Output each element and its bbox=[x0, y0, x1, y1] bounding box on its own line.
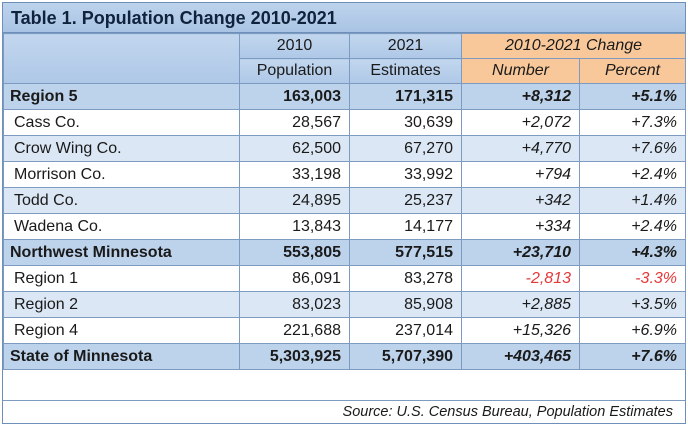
table-row: Northwest Minnesota 553,805 577,515 +23,… bbox=[3, 239, 687, 266]
row-name: Morrison Co. bbox=[3, 161, 240, 188]
table-row: Cass Co. 28,567 30,639 +2,072 +7.3% bbox=[3, 109, 687, 136]
row-est2021: 83,278 bbox=[349, 265, 462, 292]
row-pop2010: 33,198 bbox=[239, 161, 350, 188]
row-change-number: +403,465 bbox=[461, 343, 580, 370]
table-row: Crow Wing Co. 62,500 67,270 +4,770 +7.6% bbox=[3, 135, 687, 162]
header-row-2: Population Estimates Number Percent bbox=[4, 58, 687, 84]
row-change-number: +2,885 bbox=[461, 291, 580, 318]
row-name: Region 5 bbox=[3, 83, 240, 110]
row-name: Todd Co. bbox=[3, 187, 240, 214]
row-pop2010: 553,805 bbox=[239, 239, 350, 266]
row-pop2010: 24,895 bbox=[239, 187, 350, 214]
row-est2021: 5,707,390 bbox=[349, 343, 462, 370]
row-change-percent: +7.6% bbox=[578, 135, 687, 162]
row-est2021: 171,315 bbox=[349, 83, 462, 110]
row-pop2010: 28,567 bbox=[239, 109, 350, 136]
row-est2021: 85,908 bbox=[349, 291, 462, 318]
header-change-group: 2010-2021 Change bbox=[460, 33, 687, 59]
row-change-number: -2,813 bbox=[461, 265, 580, 292]
table-row: Region 2 83,023 85,908 +2,885 +3.5% bbox=[3, 291, 687, 318]
row-change-number: +15,326 bbox=[461, 317, 580, 344]
row-pop2010: 163,003 bbox=[239, 83, 350, 110]
source-note: Source: U.S. Census Bureau, Population E… bbox=[3, 400, 685, 423]
row-est2021: 237,014 bbox=[349, 317, 462, 344]
row-name: Region 4 bbox=[3, 317, 240, 344]
header-percent: Percent bbox=[578, 58, 687, 84]
row-change-percent: +5.1% bbox=[578, 83, 687, 110]
row-change-number: +342 bbox=[461, 187, 580, 214]
row-name: Region 2 bbox=[3, 291, 240, 318]
row-change-percent: -3.3% bbox=[578, 265, 687, 292]
row-name: Cass Co. bbox=[3, 109, 240, 136]
row-pop2010: 62,500 bbox=[239, 135, 350, 162]
row-name: Crow Wing Co. bbox=[3, 135, 240, 162]
table-row: Wadena Co. 13,843 14,177 +334 +2.4% bbox=[3, 213, 687, 240]
row-change-percent: +7.3% bbox=[578, 109, 687, 136]
row-est2021: 14,177 bbox=[349, 213, 462, 240]
row-pop2010: 5,303,925 bbox=[239, 343, 350, 370]
row-name: Region 1 bbox=[3, 265, 240, 292]
table-row: State of Minnesota 5,303,925 5,707,390 +… bbox=[3, 343, 687, 370]
row-change-percent: +1.4% bbox=[578, 187, 687, 214]
row-pop2010: 86,091 bbox=[239, 265, 350, 292]
table-row: Region 4 221,688 237,014 +15,326 +6.9% bbox=[3, 317, 687, 344]
header-blank-cell bbox=[3, 33, 240, 84]
row-change-number: +4,770 bbox=[461, 135, 580, 162]
row-change-percent: +3.5% bbox=[578, 291, 687, 318]
row-est2021: 25,237 bbox=[349, 187, 462, 214]
row-pop2010: 13,843 bbox=[239, 213, 350, 240]
table-title: Table 1. Population Change 2010-2021 bbox=[3, 3, 685, 33]
row-change-percent: +4.3% bbox=[578, 239, 687, 266]
row-name: Northwest Minnesota bbox=[3, 239, 240, 266]
header-row-1: 2010 2021 2010-2021 Change bbox=[3, 33, 687, 84]
row-pop2010: 221,688 bbox=[239, 317, 350, 344]
row-pop2010: 83,023 bbox=[239, 291, 350, 318]
row-change-number: +334 bbox=[461, 213, 580, 240]
row-change-number: +8,312 bbox=[461, 83, 580, 110]
row-est2021: 577,515 bbox=[349, 239, 462, 266]
table-row: Todd Co. 24,895 25,237 +342 +1.4% bbox=[3, 187, 687, 214]
row-change-number: +2,072 bbox=[461, 109, 580, 136]
row-change-number: +23,710 bbox=[461, 239, 580, 266]
row-name: Wadena Co. bbox=[3, 213, 240, 240]
table-row: Region 5 163,003 171,315 +8,312 +5.1% bbox=[3, 83, 687, 110]
row-est2021: 67,270 bbox=[349, 135, 462, 162]
row-change-percent: +2.4% bbox=[578, 213, 687, 240]
row-change-percent: +2.4% bbox=[578, 161, 687, 188]
header-2010: 2010 bbox=[239, 33, 350, 59]
header-population: Population bbox=[239, 58, 350, 84]
header-2021: 2021 bbox=[349, 33, 462, 59]
row-change-number: +794 bbox=[461, 161, 580, 188]
row-change-percent: +6.9% bbox=[578, 317, 687, 344]
header-estimates: Estimates bbox=[349, 58, 462, 84]
row-name: State of Minnesota bbox=[3, 343, 240, 370]
table-row: Region 1 86,091 83,278 -2,813 -3.3% bbox=[3, 265, 687, 292]
row-change-percent: +7.6% bbox=[578, 343, 687, 370]
header-number: Number bbox=[461, 58, 580, 84]
table-row: Morrison Co. 33,198 33,992 +794 +2.4% bbox=[3, 161, 687, 188]
population-table: 2010 2021 2010-2021 Change Population Es… bbox=[3, 33, 687, 370]
row-est2021: 33,992 bbox=[349, 161, 462, 188]
row-est2021: 30,639 bbox=[349, 109, 462, 136]
